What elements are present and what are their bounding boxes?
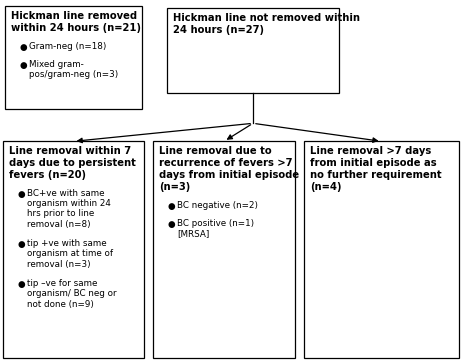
FancyBboxPatch shape (5, 6, 142, 109)
Text: ●: ● (18, 240, 25, 249)
Text: ●: ● (168, 220, 175, 229)
Text: ●: ● (20, 43, 27, 52)
Text: ●: ● (20, 61, 27, 70)
Text: Mixed gram-
pos/gram-neg (n=3): Mixed gram- pos/gram-neg (n=3) (29, 60, 118, 79)
Text: Line removal due to
recurrence of fevers >7
days from initial episode
(n=3): Line removal due to recurrence of fevers… (159, 146, 300, 192)
Text: Hickman line removed
within 24 hours (n=21): Hickman line removed within 24 hours (n=… (11, 11, 141, 33)
Text: ●: ● (18, 190, 25, 199)
Text: ●: ● (168, 202, 175, 211)
FancyBboxPatch shape (304, 141, 459, 358)
FancyBboxPatch shape (167, 8, 338, 93)
Text: Gram-neg (n=18): Gram-neg (n=18) (29, 42, 106, 51)
Text: tip +ve with same
organism at time of
removal (n=3): tip +ve with same organism at time of re… (27, 239, 113, 269)
Text: Line removal >7 days
from initial episode as
no further requirement
(n=4): Line removal >7 days from initial episod… (310, 146, 442, 192)
Text: BC negative (n=2): BC negative (n=2) (177, 201, 258, 210)
Text: Line removal within 7
days due to persistent
fevers (n=20): Line removal within 7 days due to persis… (9, 146, 136, 180)
Text: ●: ● (18, 280, 25, 289)
FancyBboxPatch shape (3, 141, 144, 358)
Text: BC+ve with same
organism within 24
hrs prior to line
removal (n=8): BC+ve with same organism within 24 hrs p… (27, 189, 110, 229)
Text: tip –ve for same
organism/ BC neg or
not done (n=9): tip –ve for same organism/ BC neg or not… (27, 279, 116, 308)
FancyBboxPatch shape (154, 141, 295, 358)
Text: Hickman line not removed within
24 hours (n=27): Hickman line not removed within 24 hours… (173, 13, 360, 35)
Text: BC positive (n=1)
[MRSA]: BC positive (n=1) [MRSA] (177, 219, 254, 239)
